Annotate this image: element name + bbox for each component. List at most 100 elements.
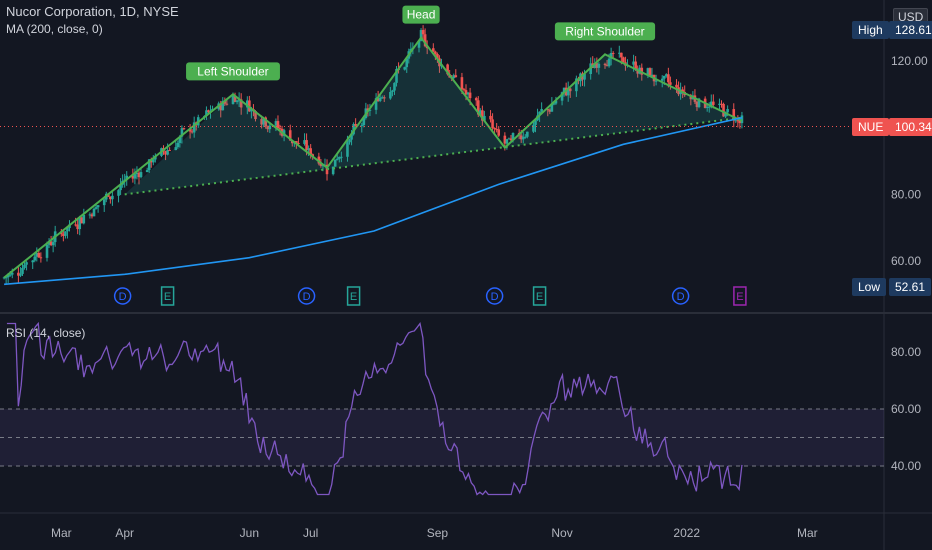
candle-body bbox=[605, 65, 609, 67]
neckline bbox=[124, 116, 743, 196]
candle-body bbox=[554, 100, 558, 104]
candle-body bbox=[190, 131, 194, 133]
candle-body bbox=[207, 110, 210, 112]
candle-body bbox=[35, 252, 39, 257]
candle-body bbox=[219, 103, 223, 111]
rsi-tick-label: 40.00 bbox=[891, 459, 921, 473]
candle-body bbox=[90, 214, 94, 217]
candle-body bbox=[335, 158, 339, 160]
candle-body bbox=[378, 97, 382, 102]
candle-body bbox=[720, 103, 723, 105]
candle-body bbox=[665, 74, 668, 76]
time-tick-label: Apr bbox=[115, 526, 134, 540]
candle-body bbox=[562, 87, 566, 93]
high-badge-value: 128.61 bbox=[889, 21, 932, 39]
candle-body bbox=[8, 274, 12, 276]
candle-body bbox=[403, 67, 406, 70]
candle-body bbox=[497, 129, 501, 136]
candle-body bbox=[622, 57, 625, 63]
earnings-marker bbox=[346, 286, 361, 306]
candle-body bbox=[509, 138, 513, 141]
candle-body bbox=[593, 63, 597, 68]
time-tick-label: Jun bbox=[240, 526, 259, 540]
dividend-marker bbox=[113, 287, 132, 305]
candle-body bbox=[295, 141, 298, 144]
candle-body bbox=[250, 109, 253, 112]
candle-body bbox=[521, 136, 525, 140]
rsi-tick-label: 60.00 bbox=[891, 402, 921, 416]
candle-body bbox=[632, 61, 635, 65]
candle-body bbox=[395, 68, 398, 83]
candle-body bbox=[707, 106, 711, 108]
candle-body bbox=[732, 109, 736, 121]
candle-body bbox=[82, 214, 86, 224]
candle-body bbox=[718, 103, 721, 105]
candle-body bbox=[64, 231, 67, 236]
candle-body bbox=[325, 164, 329, 175]
candle-body bbox=[192, 122, 196, 133]
time-tick-label: 2022 bbox=[673, 526, 700, 540]
dividend-letter: D bbox=[303, 291, 311, 303]
candle-body bbox=[31, 260, 35, 263]
candle-body bbox=[131, 175, 135, 179]
candle-body bbox=[360, 125, 364, 127]
candle-body bbox=[493, 128, 496, 130]
candle-body bbox=[505, 139, 509, 144]
candle-body bbox=[636, 69, 639, 74]
candle-body bbox=[147, 159, 151, 171]
rsi-line bbox=[6, 321, 743, 496]
candle-body bbox=[611, 52, 615, 54]
candle-body bbox=[417, 40, 421, 48]
candle-body bbox=[274, 121, 278, 126]
candle-body bbox=[409, 48, 413, 52]
candle-body bbox=[180, 128, 184, 137]
candle-body bbox=[460, 77, 464, 90]
last-price-value: 100.34 bbox=[889, 118, 932, 136]
candle-body bbox=[523, 136, 527, 138]
ma-line bbox=[4, 116, 743, 286]
candle-body bbox=[119, 184, 122, 191]
earnings-marker bbox=[733, 286, 747, 306]
candle-body bbox=[178, 136, 182, 143]
candle-body bbox=[724, 112, 727, 117]
candle-body bbox=[10, 272, 14, 275]
candle-body bbox=[309, 148, 312, 155]
candle-body bbox=[489, 115, 492, 120]
candle-body bbox=[479, 110, 482, 115]
candle-body bbox=[262, 117, 265, 125]
candle-body bbox=[94, 207, 98, 209]
candle-body bbox=[19, 273, 22, 276]
candle-body bbox=[583, 74, 586, 80]
candle-body bbox=[597, 63, 601, 68]
candle-body bbox=[607, 58, 611, 67]
candle-body bbox=[532, 124, 535, 132]
candle-body bbox=[362, 118, 366, 126]
earnings-marker bbox=[160, 286, 175, 306]
candle-body bbox=[464, 90, 468, 95]
candle-body bbox=[669, 82, 672, 85]
candle-body bbox=[2, 277, 6, 279]
candle-body bbox=[346, 142, 349, 157]
candle-body bbox=[168, 150, 171, 152]
candle-body bbox=[278, 128, 282, 130]
dividend-letter: D bbox=[491, 291, 499, 303]
candle-body bbox=[736, 120, 740, 122]
candle-body bbox=[164, 151, 167, 155]
dividend-marker bbox=[485, 287, 504, 305]
candle-body bbox=[648, 68, 652, 77]
candle-body bbox=[519, 135, 523, 140]
candle-body bbox=[603, 63, 607, 66]
rsi-tick-label: 80.00 bbox=[891, 345, 921, 359]
candle-body bbox=[434, 51, 437, 54]
candle-body bbox=[78, 217, 82, 230]
candle-body bbox=[348, 139, 351, 143]
candle-body bbox=[548, 109, 552, 112]
candle-body bbox=[25, 262, 28, 265]
candle-body bbox=[462, 89, 466, 91]
candle-body bbox=[21, 267, 24, 274]
candle-body bbox=[231, 96, 235, 104]
time-tick-label: Mar bbox=[797, 526, 818, 540]
candle-body bbox=[76, 224, 79, 230]
